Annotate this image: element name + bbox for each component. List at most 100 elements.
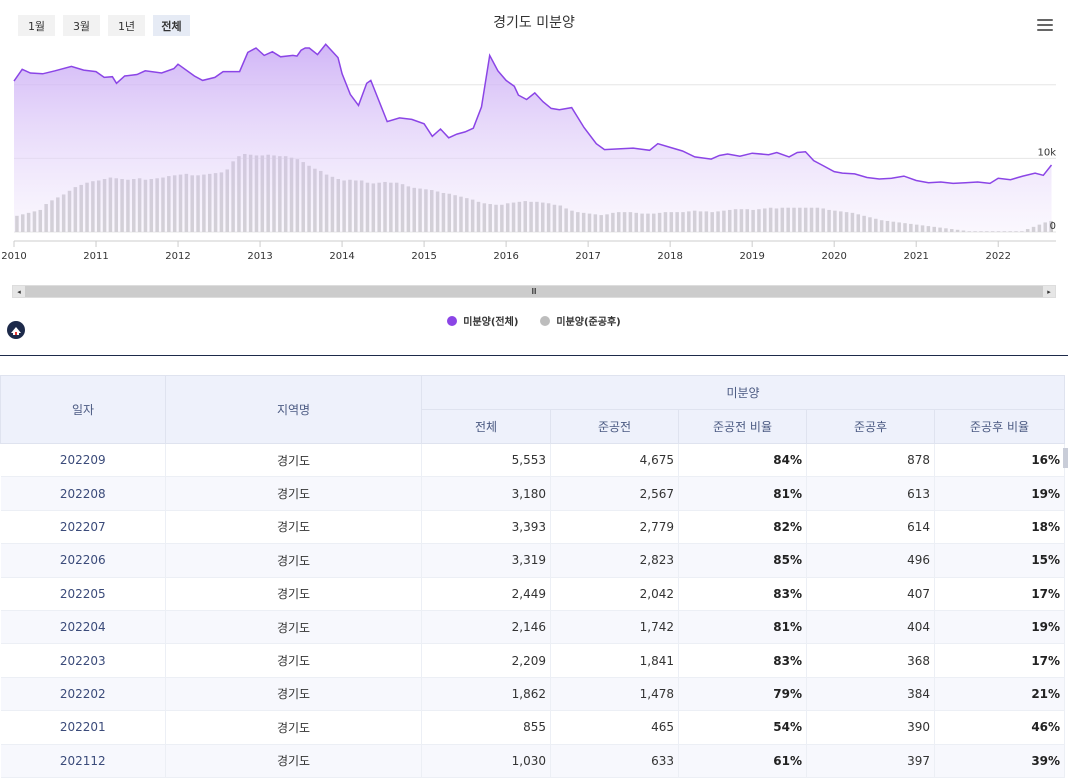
x-tick-label: 2016 — [493, 251, 518, 262]
cell-total: 2,209 — [421, 643, 551, 678]
table-row[interactable]: 202205 경기도 2,449 2,042 83% 407 17% — [0, 577, 1066, 611]
cell-after-ratio: 15% — [934, 543, 1066, 578]
cell-total: 1,030 — [421, 744, 551, 778]
cell-after-ratio: 21% — [934, 677, 1066, 712]
cell-after-ratio: 18% — [934, 510, 1066, 545]
chart-plot: 0 10k 2010 2011 2012 2013 2014 2015 2016 2017 2018… — [1, 43, 1056, 262]
cell-region: 경기도 — [165, 744, 422, 778]
cell-before-ratio: 81% — [678, 610, 807, 645]
cell-after: 368 — [806, 643, 935, 678]
cell-region: 경기도 — [165, 677, 422, 712]
table-row[interactable]: 202209 경기도 5,553 4,675 84% 878 16% — [0, 443, 1066, 478]
cell-after: 384 — [806, 677, 935, 712]
cell-before: 2,567 — [550, 476, 679, 511]
cell-before-ratio: 79% — [678, 677, 807, 712]
cell-total: 2,449 — [421, 577, 551, 611]
cell-date: 202203 — [0, 643, 166, 678]
x-tick-label: 2020 — [821, 251, 846, 262]
cell-total: 1,862 — [421, 677, 551, 712]
chart-legend: 미분양(전체) 미분양(준공후) — [0, 313, 1068, 328]
header-before-ratio[interactable]: 준공전 비율 — [678, 409, 807, 444]
cell-before: 4,675 — [550, 443, 679, 478]
table-row[interactable]: 202202 경기도 1,862 1,478 79% 384 21% — [0, 677, 1066, 712]
legend-label: 미분양(전체) — [463, 317, 519, 328]
range-button-1y[interactable]: 1년 — [108, 15, 145, 36]
data-table-container: 일자 지역명 미분양 전체 준공전 준공전 비율 준공후 준공후 비율 2022… — [0, 375, 1068, 781]
y-tick-label: 0 — [1050, 221, 1056, 232]
header-total[interactable]: 전체 — [421, 409, 551, 444]
legend-dot-icon — [540, 315, 551, 326]
table-row[interactable]: 202112 경기도 1,030 633 61% 397 39% — [0, 744, 1066, 778]
scroll-thumb[interactable]: Ⅲ — [25, 286, 1043, 297]
cell-after: 407 — [806, 577, 935, 611]
table-row[interactable]: 202207 경기도 3,393 2,779 82% 614 18% — [0, 510, 1066, 545]
cell-region: 경기도 — [165, 543, 422, 578]
hamburger-menu-icon[interactable] — [1037, 19, 1053, 33]
x-tick-label: 2019 — [739, 251, 764, 262]
cell-after-ratio: 19% — [934, 476, 1066, 511]
table-row[interactable]: 202201 경기도 855 465 54% 390 46% — [0, 710, 1066, 745]
cell-after-ratio: 39% — [934, 744, 1066, 778]
cell-region: 경기도 — [165, 643, 422, 678]
area-line[interactable] — [13, 43, 1053, 185]
cell-date: 202205 — [0, 577, 166, 611]
table-row[interactable]: 202203 경기도 2,209 1,841 83% 368 17% — [0, 643, 1066, 678]
brand-logo-icon — [7, 321, 25, 339]
cell-date: 202207 — [0, 510, 166, 545]
cell-before: 2,779 — [550, 510, 679, 545]
cell-before-ratio: 84% — [678, 443, 807, 478]
table-row[interactable]: 202208 경기도 3,180 2,567 81% 613 19% — [0, 476, 1066, 511]
data-table: 일자 지역명 미분양 전체 준공전 준공전 비율 준공후 준공후 비율 2022… — [0, 375, 1066, 778]
x-tick-label: 2018 — [657, 251, 682, 262]
cell-after: 496 — [806, 543, 935, 578]
cell-date: 202204 — [0, 610, 166, 645]
cell-before-ratio: 83% — [678, 577, 807, 611]
axis-labels: 0 10k 2010 2011 2012 2013 2014 2015 2016 2017 2018… — [1, 147, 1056, 262]
x-tick-label: 2022 — [986, 251, 1011, 262]
range-button-all[interactable]: 전체 — [153, 15, 190, 36]
legend-label: 미분양(준공후) — [556, 317, 621, 328]
cell-before: 633 — [550, 744, 679, 778]
cell-date: 202209 — [0, 443, 166, 478]
scroll-left-arrow-icon[interactable]: ◂ — [13, 286, 25, 297]
x-tick-label: 2015 — [411, 251, 436, 262]
header-after-ratio[interactable]: 준공후 비율 — [933, 409, 1066, 444]
cell-before: 1,742 — [550, 610, 679, 645]
header-after[interactable]: 준공후 — [806, 409, 935, 444]
x-tick-label: 2011 — [83, 251, 108, 262]
cell-date: 202202 — [0, 677, 166, 712]
cell-before: 2,823 — [550, 543, 679, 578]
cell-region: 경기도 — [165, 476, 422, 511]
x-tick-label: 2010 — [1, 251, 26, 262]
legend-item-after[interactable]: 미분양(준공후) — [540, 313, 621, 328]
cell-before-ratio: 54% — [678, 710, 807, 745]
cell-before: 1,478 — [550, 677, 679, 712]
cell-total: 855 — [421, 710, 551, 745]
range-button-1m[interactable]: 1월 — [18, 15, 55, 36]
cell-date: 202206 — [0, 543, 166, 578]
legend-dot-icon — [447, 315, 458, 326]
cell-before-ratio: 85% — [678, 543, 807, 578]
x-tick-label: 2021 — [903, 251, 928, 262]
cell-before: 2,042 — [550, 577, 679, 611]
cell-total: 2,146 — [421, 610, 551, 645]
cell-after-ratio: 46% — [934, 710, 1066, 745]
table-row[interactable]: 202204 경기도 2,146 1,742 81% 404 19% — [0, 610, 1066, 645]
cell-after-ratio: 17% — [934, 577, 1066, 611]
header-date[interactable]: 일자 — [0, 375, 166, 444]
legend-item-total[interactable]: 미분양(전체) — [447, 313, 518, 328]
range-button-3m[interactable]: 3월 — [63, 15, 100, 36]
cell-after-ratio: 19% — [934, 610, 1066, 645]
cell-before: 1,841 — [550, 643, 679, 678]
table-scrollbar[interactable] — [1063, 448, 1068, 468]
cell-before-ratio: 82% — [678, 510, 807, 545]
table-row[interactable]: 202206 경기도 3,319 2,823 85% 496 15% — [0, 543, 1066, 578]
chart-scrollbar[interactable]: ◂ Ⅲ ▸ — [12, 285, 1056, 298]
header-group-unsold: 미분양 — [420, 375, 1066, 410]
header-region[interactable]: 지역명 — [165, 375, 422, 444]
scroll-right-arrow-icon[interactable]: ▸ — [1043, 286, 1055, 297]
cell-total: 3,393 — [421, 510, 551, 545]
x-tick-label: 2017 — [575, 251, 600, 262]
header-before[interactable]: 준공전 — [550, 409, 679, 444]
cell-region: 경기도 — [165, 610, 422, 645]
